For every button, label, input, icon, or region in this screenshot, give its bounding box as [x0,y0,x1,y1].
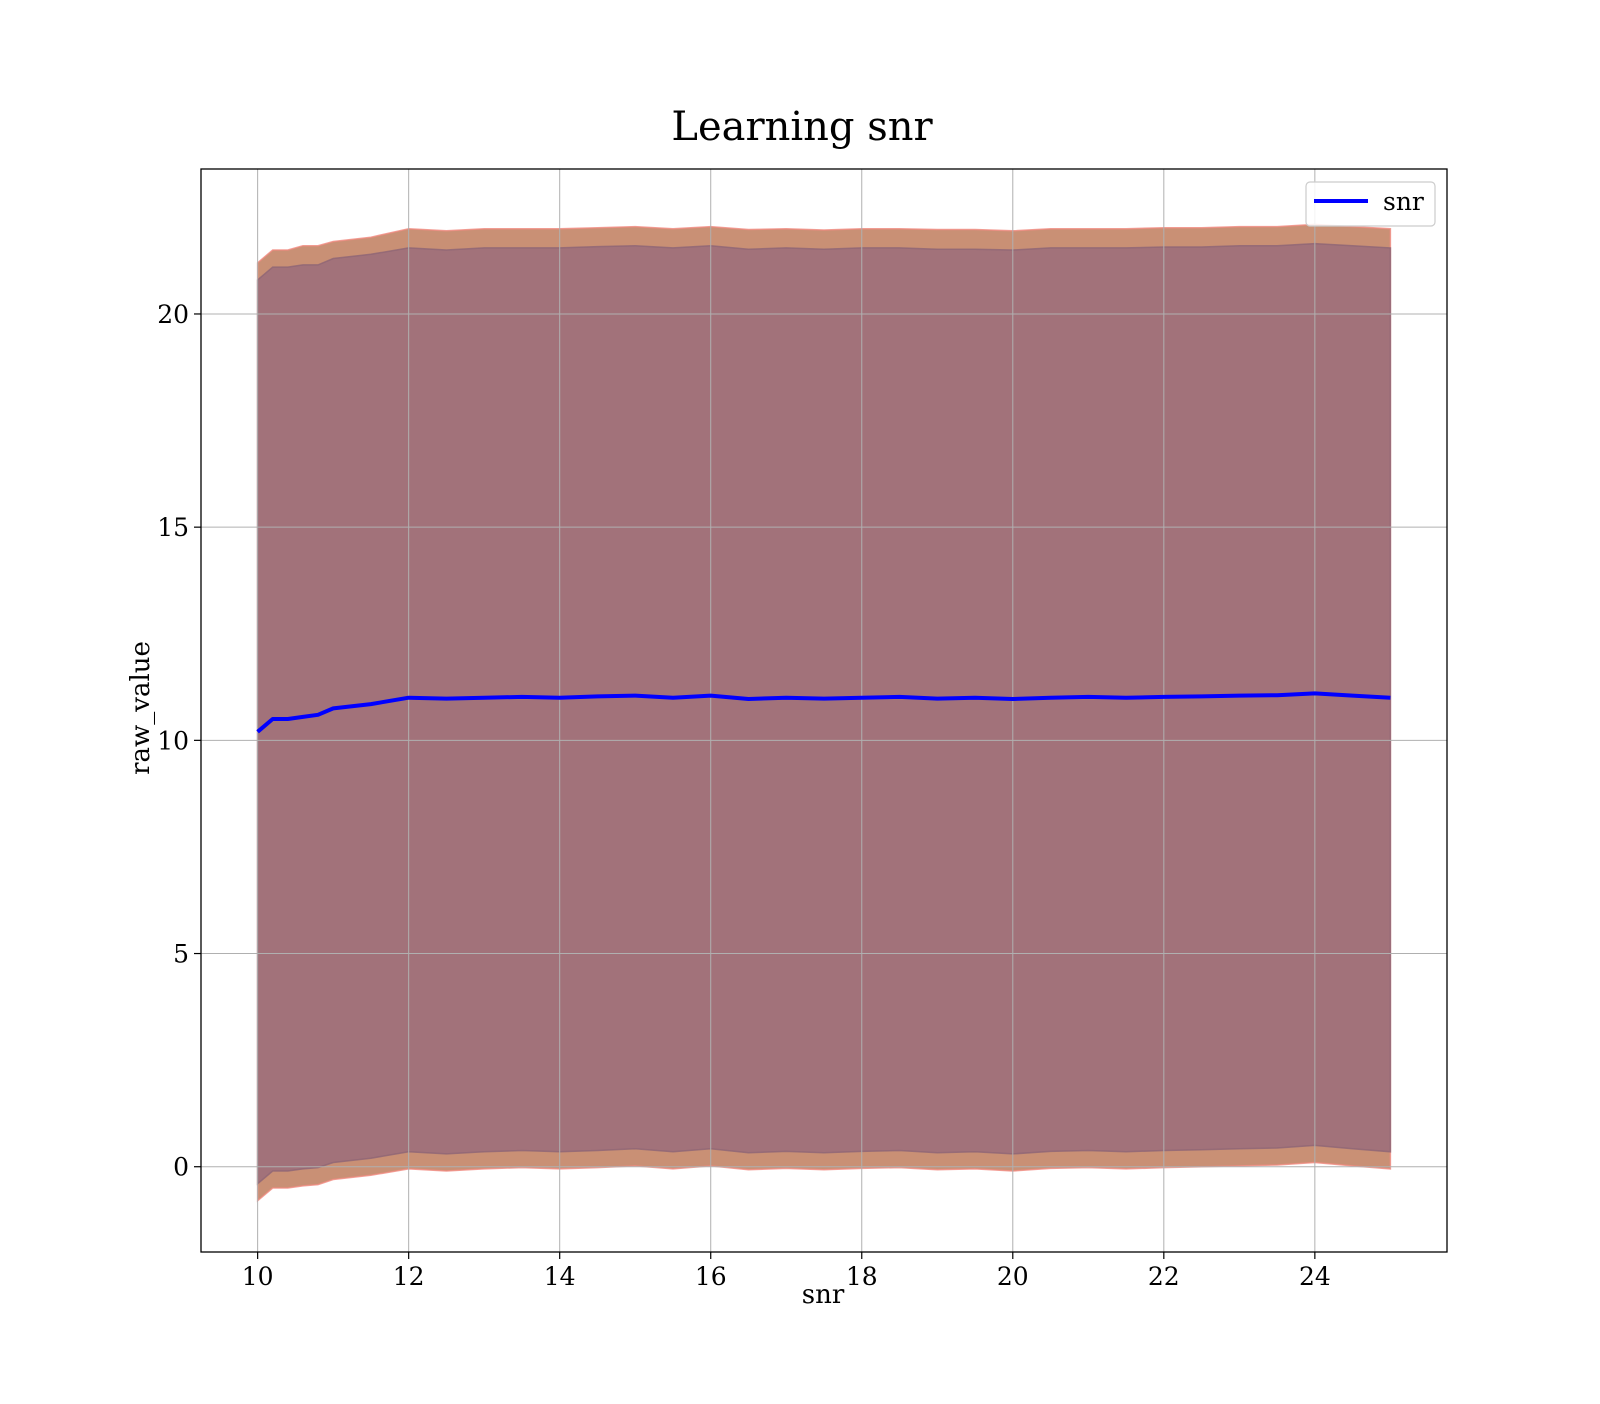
x-tick-label: 14 [544,1262,576,1291]
plot-area: 10 12 14 16 18 20 22 24 0 5 10 15 20 [157,168,1448,1291]
y-axis-label: raw_value [126,641,156,775]
x-tick-label: 16 [695,1262,727,1291]
x-tick-label: 24 [1299,1262,1331,1291]
y-tick-label: 10 [157,726,189,755]
x-tick-label: 18 [846,1262,878,1291]
x-tick-label: 10 [242,1262,274,1291]
x-tick-label: 20 [997,1262,1029,1291]
y-tick-label: 15 [157,513,189,542]
plot-frame [200,168,1448,1253]
x-tick-label: 22 [1148,1262,1180,1291]
legend-label: snr [1383,187,1424,216]
x-tick-label: 12 [393,1262,425,1291]
chart-title: Learning snr [671,104,933,150]
series-line-snr [256,691,1391,734]
y-tick-label: 20 [157,300,189,329]
y-tick-label: 5 [173,940,189,969]
legend-frame [1305,181,1436,227]
x-axis-label: snr [802,1280,845,1310]
y-tick-label: 0 [173,1153,189,1182]
legend: snr [1305,181,1436,227]
inner-confidence-band [256,242,1392,1186]
